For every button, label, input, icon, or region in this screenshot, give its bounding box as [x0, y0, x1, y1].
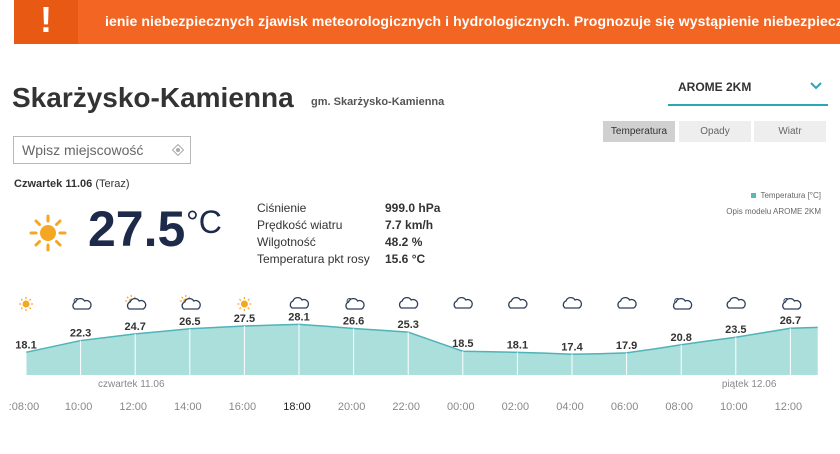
detail-label: Ciśnienie: [257, 201, 307, 215]
cloud-sun-icon: [72, 297, 92, 310]
temperature-area: [26, 324, 818, 375]
x-tick-label: 02:00: [502, 401, 530, 413]
tab-opady[interactable]: Opady: [679, 121, 751, 142]
x-tick-label: 22:00: [392, 401, 420, 413]
x-tick-label: 14:00: [174, 401, 202, 413]
current-day: Czwartek 11.06: [14, 178, 93, 190]
value-label: 23.5: [725, 324, 746, 336]
detail-label: Wilgotność: [257, 235, 316, 249]
current-day-label: Czwartek 11.06 (Teraz): [14, 178, 130, 190]
sun-icon: [19, 297, 33, 311]
x-tick-label: :08:00: [9, 401, 40, 413]
value-label: 26.6: [343, 316, 364, 328]
legend-label: Temperatura [°C]: [760, 191, 821, 200]
value-label: 26.7: [780, 315, 801, 327]
model-select[interactable]: AROME 2KM: [668, 72, 828, 106]
value-label: 18.1: [507, 339, 528, 351]
detail-value: 48.2 %: [385, 235, 423, 249]
partly-cloudy-icon: [179, 295, 201, 310]
legend-swatch: [751, 193, 757, 199]
cloud-sun-icon: [782, 297, 802, 310]
value-label: 28.1: [288, 311, 309, 323]
sun-icon: [237, 297, 252, 311]
value-label: 22.3: [70, 328, 91, 340]
search-input[interactable]: [22, 142, 162, 158]
cloud-icon: [508, 296, 528, 309]
x-tick-label: 08:00: [665, 401, 693, 413]
value-label: 18.5: [452, 338, 473, 350]
detail-value: 999.0 hPa: [385, 201, 441, 215]
x-tick-label: 04:00: [556, 401, 584, 413]
location-search: [13, 136, 191, 164]
current-now: (Teraz): [92, 178, 130, 190]
value-label: 26.5: [179, 316, 200, 328]
value-label: 18.1: [15, 339, 36, 351]
cloud-icon: [398, 296, 419, 309]
cloud-icon: [617, 296, 637, 309]
location-target-icon[interactable]: [172, 144, 184, 156]
value-label: 20.8: [670, 332, 691, 344]
warning-banner[interactable]: ! ienie niebezpiecznych zjawisk meteorol…: [14, 0, 840, 44]
day-marker-label: czwartek 11.06: [98, 379, 165, 390]
temperature-line: [25, 323, 818, 356]
value-label: 17.4: [561, 341, 583, 353]
x-tick-label: 16:00: [229, 401, 257, 413]
value-label: 24.7: [124, 321, 145, 333]
cloud-icon: [562, 296, 583, 309]
model-select-value: AROME 2KM: [678, 80, 752, 94]
cloud-icon: [726, 296, 746, 309]
detail-value: 15.6 °C: [385, 252, 426, 266]
x-tick-label: 20:00: [338, 401, 366, 413]
current-temperature: 27.5: [88, 201, 186, 257]
x-tick-label: 12:00: [119, 401, 147, 413]
model-description-link[interactable]: Opis modelu AROME 2KM: [726, 207, 821, 216]
chart-legend: Temperatura [°C]: [751, 191, 821, 200]
detail-label: Prędkość wiatru: [257, 218, 343, 232]
x-tick-label: 06:00: [611, 401, 639, 413]
x-tick-label: 10:00: [65, 401, 93, 413]
tab-temperatura[interactable]: Temperatura: [603, 121, 675, 142]
tab-wiatr[interactable]: Wiatr: [754, 121, 826, 142]
sun-icon: [29, 214, 67, 252]
value-label: 25.3: [397, 319, 418, 331]
cloud-icon: [453, 296, 473, 309]
gmina-label: gm. Skarżysko-Kamienna: [311, 96, 445, 108]
detail-label: Temperatura pkt rosy: [257, 252, 370, 266]
value-label: 27.5: [234, 313, 255, 325]
x-tick-label: 10:00: [720, 401, 748, 413]
partly-cloudy-icon: [125, 295, 147, 310]
cloud-icon: [289, 296, 310, 309]
cloud-sun-icon: [672, 297, 693, 310]
detail-value: 7.7 km/h: [385, 218, 434, 232]
value-label: 17.9: [616, 340, 637, 352]
x-tick-label: 18:00: [283, 401, 311, 413]
chevron-down-icon: [810, 82, 822, 90]
temperature-unit: °C: [186, 204, 222, 240]
exclamation-icon: !: [14, 0, 78, 44]
day-marker-label: piątek 12.06: [722, 379, 777, 390]
x-tick-label: 00:00: [447, 401, 475, 413]
cloud-sun-icon: [345, 297, 365, 310]
city-title: Skarżysko-Kamienna: [12, 82, 294, 113]
x-tick-label: 12:00: [775, 401, 803, 413]
warning-text: ienie niebezpiecznych zjawisk meteorolog…: [105, 13, 840, 29]
temperature-chart[interactable]: 18.1 22.3 24.7 26.5 27.5 28.1 26.6 25.3 18.5 18.1…: [0, 290, 840, 450]
